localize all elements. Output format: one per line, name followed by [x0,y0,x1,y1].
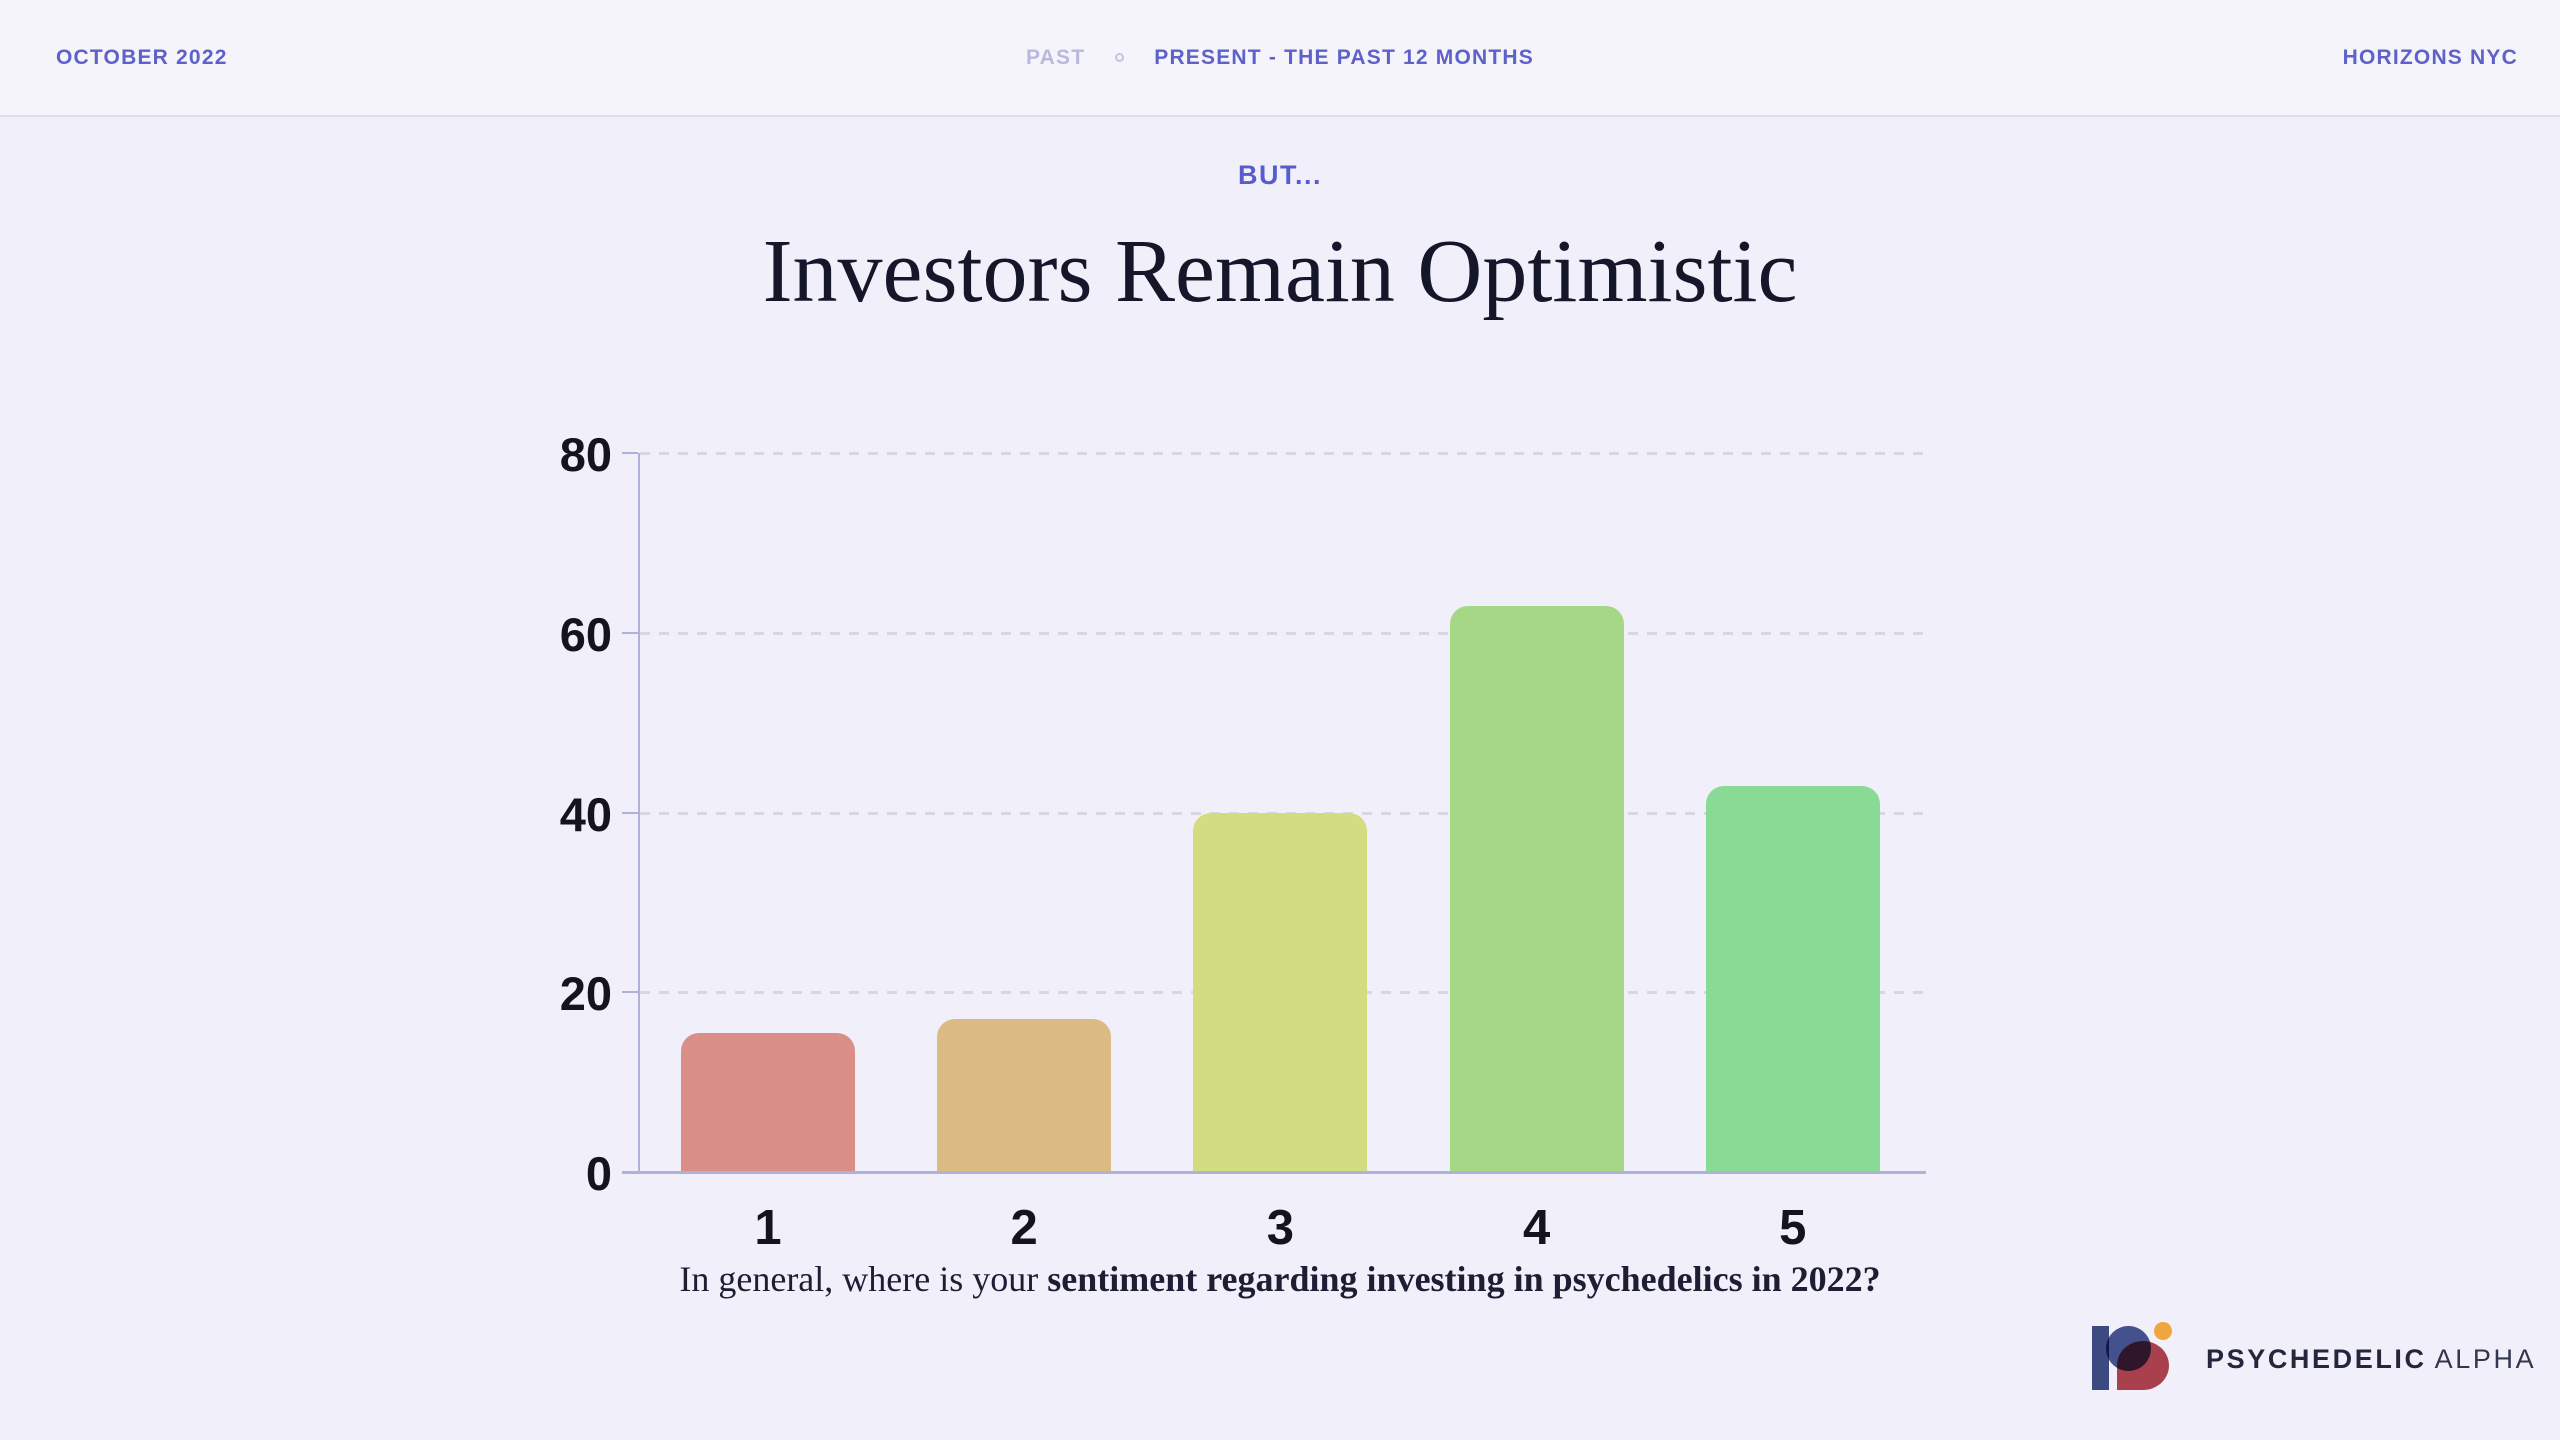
bar-chart: 0 20 40 60 80 1 2 3 4 5 [560,431,1926,1253]
y-tick-label-80: 80 [559,428,612,481]
section-nav: PAST PRESENT - THE PAST 12 MONTHS [0,46,2560,70]
x-tick-label-1: 1 [754,1201,782,1255]
x-tick-label-2: 2 [1010,1201,1038,1255]
brand-name-light: ALPHA [2434,1343,2537,1374]
y-tick-label-0: 0 [585,1147,612,1200]
bar-category-4 [1449,605,1624,1172]
logo-leaf-shape [2117,1341,2169,1390]
x-tick-label-5: 5 [1779,1201,1807,1255]
kicker-text: BUT... [1237,160,1322,190]
y-tick-80 [622,452,638,454]
y-tick-label-60: 60 [559,607,612,661]
x-tick-label-4: 4 [1522,1201,1551,1255]
x-axis-line [622,1171,1926,1174]
brand-footer: PSYCHEDELIC ALPHA [2090,1318,2536,1400]
bar-category-5 [1705,785,1880,1172]
chart-question-caption: In general, where is your sentiment rega… [0,1258,2560,1300]
nav-tab-past[interactable]: PAST [1025,45,1086,69]
y-tick-60 [622,631,638,634]
logo-bar-shape [2092,1326,2109,1390]
y-axis-line [638,453,640,1172]
nav-separator-dot-icon [1115,53,1125,62]
bar-category-3 [1193,812,1368,1172]
gridline-y80 [640,452,1926,455]
bar-category-1 [681,1032,855,1172]
bar-category-2 [937,1019,1112,1172]
top-bar: OCTOBER 2022 PAST PRESENT - THE PAST 12 … [0,0,2560,117]
slide-date: OCTOBER 2022 [56,45,228,69]
y-tick-20 [622,991,638,994]
caption-bold: sentiment regarding investing in psyched… [1047,1259,1881,1299]
logo-dot-shape [2154,1322,2172,1340]
y-tick-label-20: 20 [559,967,612,1021]
psychedelic-alpha-logo-icon [2090,1318,2182,1400]
brand-name-bold: PSYCHEDELIC [2206,1343,2427,1374]
brand-wordmark: PSYCHEDELIC ALPHA [2206,1344,2536,1375]
slide-title: Investors Remain Optimistic [762,222,1798,321]
gridline-y60 [640,631,1926,635]
y-tick-40 [622,811,638,814]
y-tick-label-40: 40 [559,787,612,841]
nav-tab-present[interactable]: PRESENT - THE PAST 12 MONTHS [1154,45,1534,69]
event-name: HORIZONS NYC [2342,45,2518,69]
caption-regular: In general, where is your [679,1259,1048,1299]
x-tick-label-3: 3 [1266,1201,1295,1255]
